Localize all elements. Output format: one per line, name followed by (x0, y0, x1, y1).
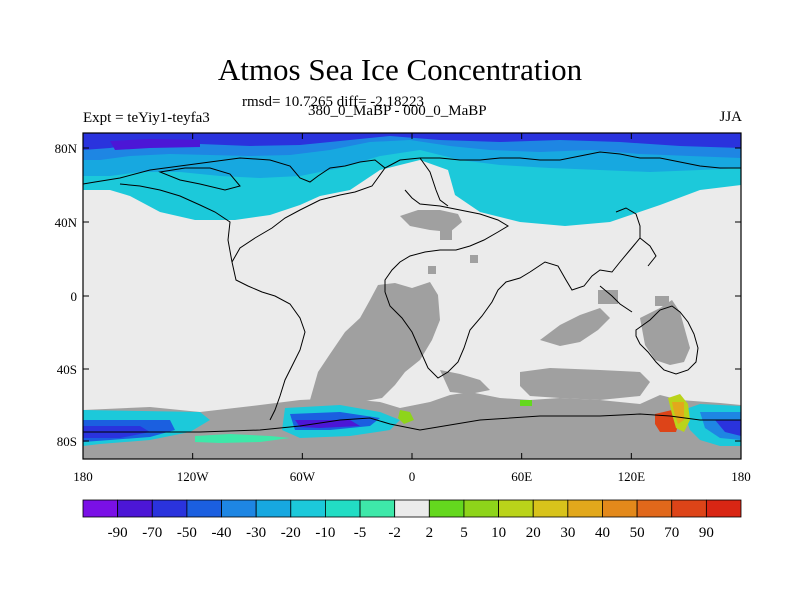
plot-subtitle: 380_0_MaBP - 000_0_MaBP (308, 103, 487, 119)
colorbar-swatch (705, 499, 742, 518)
colorbar-swatch (151, 499, 188, 518)
colorbar-label: 30 (560, 525, 575, 541)
y-axis: 80N 40N 0 40S 80S (55, 141, 741, 449)
colorbar-swatch (567, 499, 603, 518)
colorbar-swatch (463, 499, 499, 518)
colorbar-label: 5 (460, 525, 468, 541)
y-tick-label: 80N (55, 141, 78, 156)
experiment-label: Expt = teYiy1-teyfa3 (83, 110, 210, 126)
colorbar-swatch (602, 499, 638, 518)
colorbar-label: -20 (281, 525, 301, 541)
colorbar-label: -5 (354, 525, 367, 541)
colorbar-swatch (671, 499, 707, 518)
colorbar-label: 70 (664, 525, 679, 541)
colorbar-label: 10 (491, 525, 506, 541)
colorbar-label: -90 (108, 525, 128, 541)
colorbar-swatch (82, 499, 119, 518)
colorbar-label: -50 (177, 525, 197, 541)
colorbar-swatch (636, 499, 673, 518)
plot-title: Atmos Sea Ice Concentration (217, 52, 583, 87)
colorbar-label: -2 (388, 525, 401, 541)
colorbar-swatch (255, 499, 292, 518)
y-tick-label: 40S (57, 362, 77, 377)
x-tick-label: 120E (618, 469, 646, 484)
rmsd-text: rmsd= 10.7265 diff= -2.18223 (242, 94, 425, 110)
colorbar-label: -40 (212, 525, 232, 541)
colorbar-label: 40 (595, 525, 610, 541)
x-tick-label: 180 (73, 469, 93, 484)
antarctic-ice-bands (83, 394, 741, 446)
colorbar-label: -30 (246, 525, 266, 541)
x-tick-label: 120W (177, 469, 210, 484)
x-tick-label: 0 (409, 469, 416, 484)
y-tick-label: 40N (55, 215, 78, 230)
colorbar-swatch (394, 499, 430, 518)
x-tick-label: 60W (290, 469, 316, 484)
colorbar-label: -70 (142, 525, 162, 541)
coastlines (83, 151, 741, 433)
season-label: JJA (719, 109, 742, 125)
x-tick-label: 180 (731, 469, 751, 484)
colorbar-label: -10 (315, 525, 335, 541)
x-axis: 180 120W 60W 0 60E 120E 180 (73, 133, 751, 484)
colorbar-swatch (532, 499, 569, 518)
colorbar-swatch (498, 499, 534, 518)
colorbar-swatch (117, 499, 153, 518)
colorbar-label: 90 (699, 525, 714, 541)
colorbar-swatch (290, 499, 326, 518)
colorbar-swatch (186, 499, 222, 518)
colorbar-label: 50 (630, 525, 645, 541)
colorbar-label: 20 (526, 525, 541, 541)
colorbar-swatch (325, 499, 361, 518)
x-tick-label: 60E (511, 469, 532, 484)
y-tick-label: 80S (57, 434, 77, 449)
colorbar-swatch (428, 499, 465, 518)
colorbar-swatch (221, 499, 257, 518)
colorbar: -90 -70 -50 -40 -30 -20 -10 -5 -2 2 5 10 20 30 40 50 70 9… (82, 499, 742, 541)
y-tick-label: 0 (71, 289, 78, 304)
map-field (83, 133, 741, 459)
colorbar-label: 2 (426, 525, 434, 541)
colorbar-swatch (359, 499, 396, 518)
